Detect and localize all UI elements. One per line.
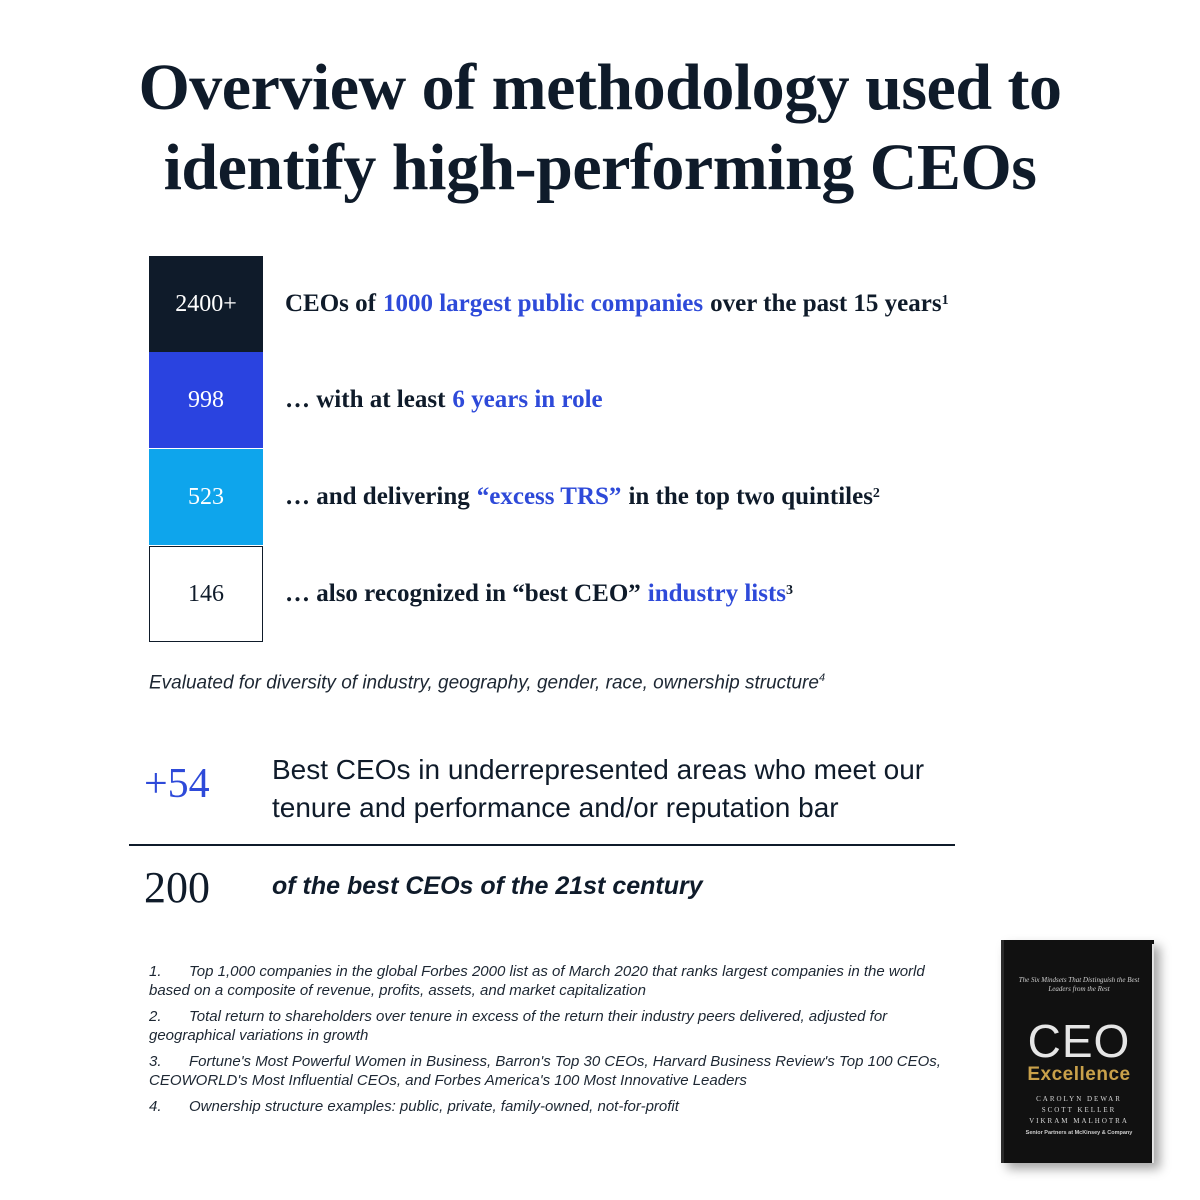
funnel-highlight: 6 years in role (452, 386, 603, 413)
footnotes: 1. Top 1,000 companies in the global Forb… (149, 962, 964, 1123)
funnel-row-industry-lists: 146 … also recognized in “best CEO” indu… (149, 546, 1109, 642)
funnel-text-before: … and delivering (285, 483, 470, 510)
footnote-number: 4. (149, 1098, 162, 1115)
funnel-count-box: 998 (149, 352, 263, 448)
footnote-number: 1. (149, 963, 162, 980)
book-author: VIKRAM MALHOTRA (1029, 1117, 1129, 1125)
sum-divider (129, 844, 955, 846)
footnote-text: Fortune's Most Powerful Women in Busines… (149, 1053, 941, 1089)
additional-ceos-count: +54 (144, 761, 210, 807)
funnel-text-before: … with at least (285, 386, 446, 413)
funnel-row-ceos-total: 2400+ CEOs of 1000 largest public compan… (149, 256, 1109, 352)
book-tagline: The Six Mindsets That Distinguish the Be… (1018, 976, 1140, 993)
total-ceos-count: 200 (144, 863, 210, 912)
funnel-description: CEOs of 1000 largest public companies ov… (285, 256, 949, 352)
funnel-count-box: 523 (149, 449, 263, 545)
funnel-count-box: 146 (149, 546, 263, 642)
diversity-note: Evaluated for diversity of industry, geo… (149, 672, 825, 694)
funnel-text-after: over the past 15 years (710, 290, 942, 317)
footnote-ref: 2 (872, 486, 880, 501)
book-page-edge (1152, 944, 1154, 1163)
footnote-ref: 1 (941, 293, 949, 308)
footnote-item: 1. Top 1,000 companies in the global Forb… (149, 962, 964, 1000)
additional-line-2: tenure and performance and/or reputation… (272, 792, 839, 823)
diversity-note-text: Evaluated for diversity of industry, geo… (149, 672, 819, 694)
book-authors: CAROLYN DEWAR SCOTT KELLER VIKRAM MALHOT… (1004, 1094, 1154, 1127)
book-title-main: CEO (1027, 1015, 1131, 1067)
funnel-text-before: CEOs of (285, 290, 376, 317)
footnote-ref: 3 (786, 583, 794, 598)
funnel-count-box: 2400+ (149, 256, 263, 352)
total-ceos-description: of the best CEOs of the 21st century (272, 872, 703, 900)
title-line-1: Overview of methodology used to (138, 51, 1062, 124)
additional-line-1: Best CEOs in underrepresented areas who … (272, 754, 925, 785)
footnote-number: 2. (149, 1008, 162, 1025)
book-author: SCOTT KELLER (1041, 1106, 1117, 1114)
footnote-text: Top 1,000 companies in the global Forbes… (149, 963, 925, 999)
title-line-2: identify high-performing CEOs (163, 131, 1037, 204)
footnote-number: 3. (149, 1053, 162, 1070)
book-subtitle: Senior Partners at McKinsey & Company (1025, 1130, 1133, 1136)
funnel-row-excess-trs: 523 … and delivering “excess TRS” in the… (149, 449, 1109, 545)
book-cover-image: The Six Mindsets That Distinguish the Be… (1001, 940, 1154, 1163)
footnote-item: 3. Fortune's Most Powerful Women in Busin… (149, 1052, 964, 1090)
additional-ceos-description: Best CEOs in underrepresented areas who … (272, 751, 924, 827)
page-title: Overview of methodology used to identify… (0, 48, 1200, 208)
funnel-description: … with at least 6 years in role (285, 352, 610, 448)
funnel-description: … also recognized in “best CEO” industry… (285, 546, 793, 642)
funnel-highlight: 1000 largest public companies (382, 290, 704, 317)
footnote-text: Ownership structure examples: public, pr… (189, 1098, 679, 1115)
footnote-text: Total return to shareholders over tenure… (149, 1008, 888, 1044)
book-title-sub: Excellence (1027, 1064, 1131, 1085)
funnel-row-tenure: 998 … with at least 6 years in role (149, 352, 1109, 448)
funnel-highlight: “excess TRS” (476, 483, 622, 510)
funnel-text-after: in the top two quintiles (628, 483, 873, 510)
footnote-item: 4. Ownership structure examples: public, … (149, 1097, 964, 1116)
footnote-ref: 4 (818, 672, 826, 684)
book-author: CAROLYN DEWAR (1036, 1095, 1122, 1103)
footnote-item: 2. Total return to shareholders over tenu… (149, 1007, 964, 1045)
funnel-description: … and delivering “excess TRS” in the top… (285, 449, 880, 545)
funnel-text-before: … also recognized in “best CEO” (285, 580, 641, 607)
funnel-highlight: industry lists (647, 580, 787, 607)
